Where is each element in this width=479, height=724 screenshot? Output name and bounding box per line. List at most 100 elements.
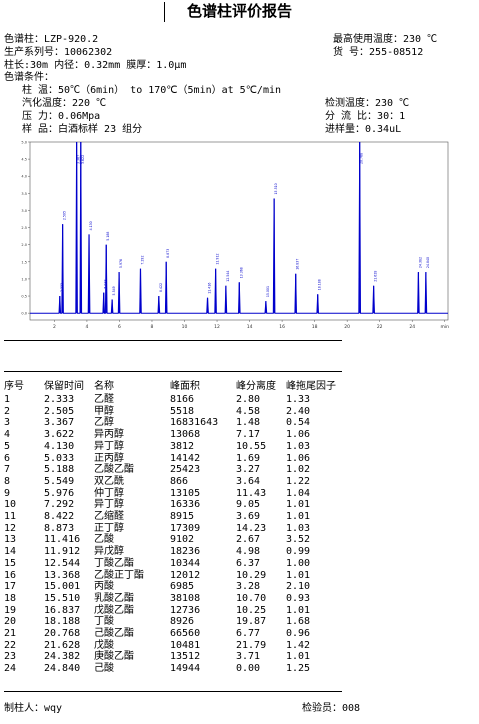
row-no: 22 (4, 639, 17, 651)
row-area: 3812 (170, 440, 195, 452)
serial-value: 10062302 (64, 47, 113, 58)
table-row: 20 18.188 丁酸 8926 19.87 1.68 (4, 616, 346, 628)
row-res: 11.43 (236, 487, 267, 499)
table-row: 12 8.873 正丁醇 17309 14.23 1.03 (4, 523, 346, 535)
row-no: 5 (4, 440, 11, 452)
table-row: 16 13.368 乙酸正丁酯 12012 10.29 1.01 (4, 570, 346, 582)
row-area: 10344 (170, 557, 201, 569)
row-res: 3.28 (236, 581, 261, 593)
peak-rt-label: 24.382 (418, 257, 422, 268)
row-tail: 2.40 (286, 405, 311, 417)
y-tick-label: 2.0 (21, 243, 27, 247)
det-row: 检测温度：230 ℃ (325, 98, 409, 110)
row-tail: 1.01 (286, 604, 311, 616)
row-res: 10.70 (236, 592, 267, 604)
row-area: 8926 (170, 616, 195, 628)
row-rt: 16.837 (44, 604, 81, 616)
row-no: 16 (4, 569, 17, 581)
row-no: 4 (4, 429, 11, 441)
peak-rt-label: 5.976 (119, 259, 123, 268)
row-tail: 1.04 (286, 487, 311, 499)
row-tail: 2.10 (286, 581, 311, 593)
row-no: 19 (4, 604, 17, 616)
peak-rt-label: 24.840 (426, 257, 430, 268)
x-tick-label: 2 (53, 324, 56, 330)
table-bottom-rule (4, 691, 342, 692)
row-no: 9 (4, 487, 11, 499)
table-row: 23 24.382 庚酸乙酯 13512 3.71 1.01 (4, 651, 346, 663)
row-area: 866 (170, 475, 189, 487)
title-divider (164, 2, 165, 22)
peak-rt-label: 7.292 (140, 256, 144, 265)
row-name: 异丁醇 (94, 440, 124, 452)
row-res: 19.87 (236, 616, 267, 628)
peak-rt-label: 8.422 (159, 283, 163, 292)
row-tail: 1.06 (286, 429, 311, 441)
row-rt: 12.544 (44, 557, 81, 569)
row-rt: 24.382 (44, 651, 81, 663)
conditions-label: 色谱条件： (4, 72, 54, 83)
peak-rt-label: 11.912 (216, 253, 220, 264)
inj-value: 220 ℃ (72, 98, 107, 109)
row-name: 乙醇 (94, 417, 114, 429)
plot-frame (29, 141, 449, 321)
y-tick-label: 1.5 (21, 260, 27, 264)
row-no: 10 (4, 499, 17, 511)
row-tail: 1.68 (286, 616, 311, 628)
row-tail: 1.03 (286, 522, 311, 534)
row-no: 13 (4, 534, 17, 546)
row-area: 10481 (170, 639, 201, 651)
row-tail: 1.33 (286, 394, 311, 405)
row-tail: 0.99 (286, 546, 311, 558)
row-name: 仲丁醇 (94, 487, 124, 499)
row-res: 10.25 (236, 604, 267, 616)
inj-row: 汽化温度：220 ℃ (22, 98, 106, 110)
row-no: 7 (4, 464, 11, 476)
row-no: 18 (4, 592, 17, 604)
row-name: 庚酸乙酯 (94, 651, 134, 663)
row-tail: 1.01 (286, 569, 311, 581)
table-row: 2 2.505 甲醇 5518 4.58 2.40 (4, 406, 346, 418)
row-area: 25423 (170, 464, 201, 476)
row-tail: 1.00 (286, 557, 311, 569)
peak-rt-label: 3.622 (81, 155, 85, 164)
row-area: 13068 (170, 429, 201, 441)
x-tick-label: min (440, 324, 449, 330)
row-tail: 1.03 (286, 440, 311, 452)
row-no: 14 (4, 546, 17, 558)
table-row: 19 16.837 戊酸乙酯 12736 10.25 1.01 (4, 605, 346, 617)
row-rt: 5.549 (44, 475, 75, 487)
oven-row: 柱 温：50℃（6min） to 170℃（5min）at 5℃/min (22, 85, 281, 97)
peak-rt-label: 8.873 (166, 249, 170, 258)
row-tail: 3.52 (286, 534, 311, 546)
chromatogram-chart: 5.04.54.03.53.02.52.01.51.00.50.02 4 6 8 10 1… (21, 141, 449, 331)
row-rt: 11.416 (44, 534, 81, 546)
row-name: 异戊醇 (94, 546, 124, 558)
row-res: 1.48 (236, 417, 261, 429)
serial-row: 生产系列号：10062302 (4, 47, 112, 59)
row-rt: 8.422 (44, 511, 75, 523)
row-tail: 1.42 (286, 639, 311, 651)
oven-label: 柱 温： (22, 85, 59, 96)
row-tail: 0.96 (286, 628, 311, 640)
peak-rt-label: 18.188 (318, 279, 322, 290)
row-tail: 0.93 (286, 592, 311, 604)
row-res: 14.23 (236, 522, 267, 534)
row-name: 异丙醇 (94, 429, 124, 441)
y-tick-label: 3.5 (21, 192, 27, 196)
x-tick-label: 8 (151, 324, 154, 330)
peak-rt-label: 16.837 (296, 259, 300, 270)
row-area: 16831643 (170, 417, 219, 429)
row-res: 7.17 (236, 429, 261, 441)
row-rt: 5.033 (44, 452, 75, 464)
row-res: 0.00 (236, 663, 261, 675)
sample-value: 白酒标样 23 组分 (58, 124, 143, 135)
row-area: 13512 (170, 651, 201, 663)
row-name: 正丁醇 (94, 522, 124, 534)
table-row: 1 2.333 乙醛 8166 2.80 1.33 (4, 394, 346, 406)
row-area: 12012 (170, 569, 201, 581)
row-tail: 1.06 (286, 452, 311, 464)
row-name: 乙酸乙酯 (94, 464, 134, 476)
row-area: 6985 (170, 581, 195, 593)
maker-value: wqy (44, 703, 63, 714)
